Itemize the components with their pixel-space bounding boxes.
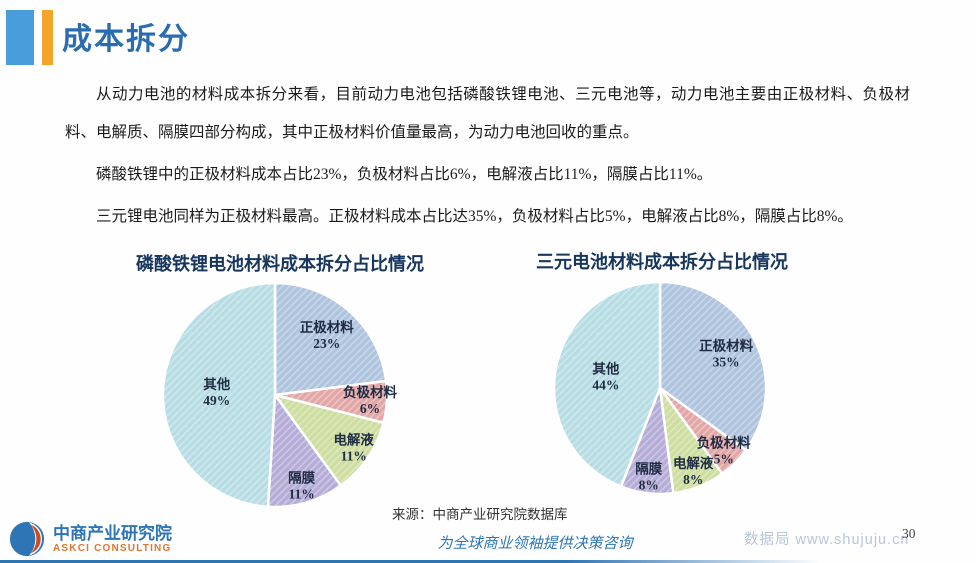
body-text: 从动力电池的材料成本拆分来看，目前动力电池包括磷酸铁锂电池、三元电池等，动力电池… [65,76,910,236]
chart-title-lfp: 磷酸铁锂电池材料成本拆分占比情况 [136,254,424,274]
pie-label-正极材料: 正极材料 35% [699,337,753,369]
footer-slogan: 为全球商业领袖提供决策咨询 [437,536,633,552]
header-accent-square [6,10,34,65]
pie-label-负极材料: 负极材料 6% [343,384,397,416]
company-logo-icon [9,521,45,557]
pie-label-其他: 其他 49% [203,376,230,408]
company-logo: 中商产业研究院 ASKCI CONSULTING [8,520,172,558]
source-note: 来源：中商产业研究院数据库 [392,507,568,522]
pie-label-其他: 其他 44% [592,361,619,393]
pie-chart-ternary: 正极材料 35% 负极材料 5%电解液 8% 隔膜 8% 其他 44% [552,280,768,496]
header-accent-bar [42,10,53,65]
pie-label-隔膜: 隔膜 11% [288,469,315,501]
chart-title-ternary: 三元电池材料成本拆分占比情况 [536,252,788,272]
pie-hatch-overlay [164,284,386,506]
pie-label-负极材料: 负极材料 5% [697,435,751,467]
paragraph-lfp: 磷酸铁锂中的正极材料成本占比23%，负极材料占比6%，电解液占比11%，隔膜占比… [96,166,713,183]
pie-hatch-overlay [555,283,765,493]
pie-label-隔膜: 隔膜 8% [635,460,662,492]
paragraph-ternary: 三元锂电池同样为正极材料最高。正极材料成本占比达35%，负极材料占比5%，电解液… [96,208,853,225]
footer-accent-line [0,560,976,563]
paragraph-intro: 从动力电池的材料成本拆分来看，目前动力电池包括磷酸铁锂电池、三元电池等，动力电池… [65,86,910,141]
watermark: 数据局 www.shujuju.cn [744,532,910,548]
page-title: 成本拆分 [62,23,190,56]
pie-chart-lfp: 正极材料 23% 负极材料 6% 电解液 11% 隔膜 11% 其他 49% [161,283,397,509]
logo-subtitle: ASKCI CONSULTING [53,542,172,554]
logo-title: 中商产业研究院 [53,523,172,543]
page-number: 30 [902,526,916,541]
pie-label-正极材料: 正极材料 23% [300,319,354,351]
pie-label-电解液: 电解液 8% [673,455,714,487]
company-logo-text: 中商产业研究院 ASKCI CONSULTING [53,524,172,555]
pie-label-电解液: 电解液 11% [333,432,374,464]
